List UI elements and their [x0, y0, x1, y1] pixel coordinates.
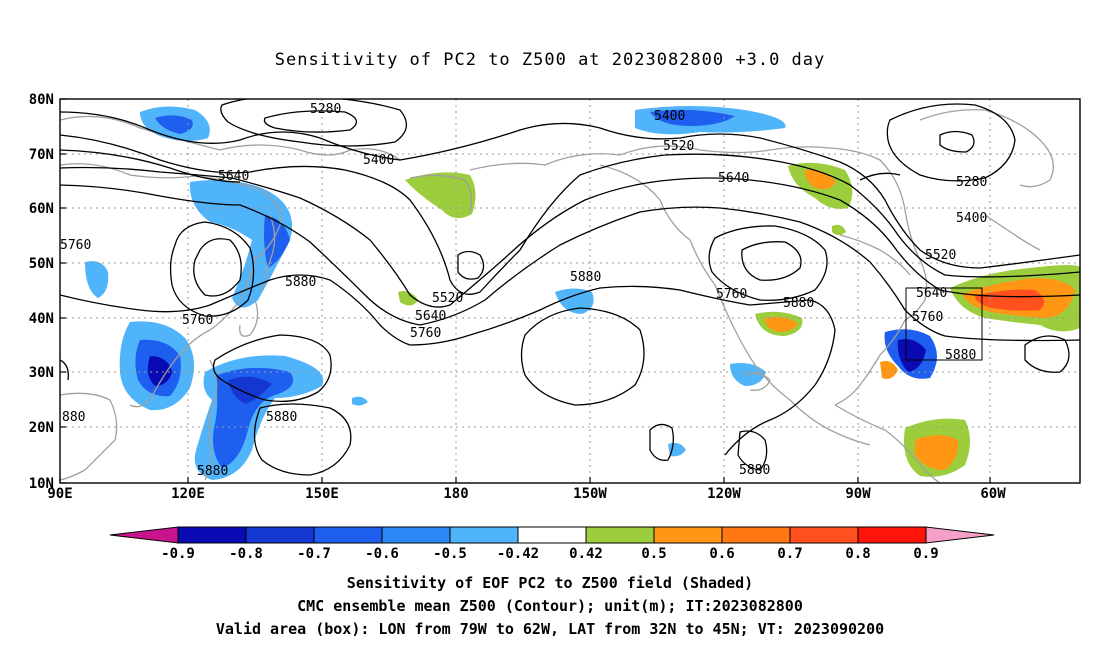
lon-label: 120E — [171, 486, 205, 502]
contour-label: 5880 — [739, 463, 770, 478]
lat-label: 70N — [29, 147, 54, 163]
contour-label: 5760 — [912, 310, 943, 325]
lat-label: 30N — [29, 365, 54, 381]
lat-label: 60N — [29, 201, 54, 217]
colorbar-segment — [245, 526, 315, 544]
pos-region-bering — [405, 172, 476, 219]
z500-contours — [60, 99, 1080, 476]
lat-label: 80N — [29, 92, 54, 108]
footer-line-3: Valid area (box): LON from 79W to 62W, L… — [215, 620, 885, 638]
colorbar-tick-label: 0.8 — [845, 546, 870, 562]
colorbar-tick-label: 0.42 — [569, 546, 603, 562]
map-title: Sensitivity of PC2 to Z500 at 2023082800… — [274, 50, 826, 70]
contour-label: 5640 — [916, 286, 947, 301]
colorbar-tick-label: 0.5 — [641, 546, 666, 562]
contour-label: 5280 — [956, 175, 987, 190]
colorbar-low-triangle — [109, 526, 179, 544]
contour-label: 5760 — [60, 238, 91, 253]
contour-label: 5760 — [182, 313, 213, 328]
colorbar-segment — [517, 526, 587, 544]
lon-axis-labels: 90E 120E 150E 180 150W 120W 90W 60W — [47, 486, 1006, 502]
contour-5760 — [60, 184, 1080, 342]
colorbar-segment — [313, 526, 383, 544]
contour-label: 5520 — [432, 291, 463, 306]
lat-label: 40N — [29, 311, 54, 327]
footer-line-2: CMC ensemble mean Z500 (Contour); unit(m… — [297, 597, 803, 615]
lon-label: 90E — [47, 486, 72, 502]
valid-area-box — [905, 287, 983, 361]
contour-5400-north — [60, 111, 1080, 269]
lat-label: 20N — [29, 420, 54, 436]
contour-label: 5880 — [197, 464, 228, 479]
lon-label: 150W — [573, 486, 607, 502]
colorbar-segment — [585, 526, 655, 544]
axis-ticks — [59, 98, 991, 484]
contour-label: 5760 — [410, 326, 441, 341]
neg-region-japan-north — [189, 180, 293, 308]
lon-label: 150E — [305, 486, 339, 502]
colorbar-segment — [381, 526, 451, 544]
colorbar-segment — [177, 526, 247, 544]
contour-5880 — [60, 274, 836, 456]
contour-label: 5520 — [663, 139, 694, 154]
colorbar-tick-label: -0.42 — [497, 546, 539, 562]
contour-label: 5400 — [956, 211, 987, 226]
contour-label: 5880 — [266, 410, 297, 425]
colorbar-segment — [653, 526, 723, 544]
plot-border — [59, 98, 1081, 484]
colorbar-tick-label: -0.6 — [365, 546, 399, 562]
contour-label: 5640 — [718, 171, 749, 186]
contour-label: 5280 — [310, 102, 341, 117]
contour-5520 — [60, 134, 1080, 295]
lat-axis-labels: 80N 70N 60N 50N 40N 30N 20N 10N — [29, 92, 54, 492]
contour-label: 880 — [62, 410, 85, 425]
contour-label: 5640 — [218, 169, 249, 184]
colorbar-tick-label: 0.9 — [913, 546, 938, 562]
footer-line-1: Sensitivity of EOF PC2 to Z500 field (Sh… — [346, 574, 754, 592]
contour-label: 5880 — [570, 270, 601, 285]
colorbar-tick-label: -0.9 — [161, 546, 195, 562]
contour-5280-low-west — [220, 99, 407, 147]
contour-label: 5880 — [285, 275, 316, 290]
contour-labels: 5280 5400 5400 5520 5640 5640 5280 5400 … — [60, 102, 987, 479]
contour-label: 5880 — [783, 296, 814, 311]
contour-label: 5880 — [945, 348, 976, 363]
contour-label: 5760 — [716, 287, 747, 302]
lon-label: 60W — [980, 486, 1006, 502]
colorbar: -0.9 -0.8 -0.7 -0.6 -0.5 -0.42 0.42 0.5 0.6 0.7 0.… — [109, 526, 995, 562]
contour-label: 5520 — [925, 248, 956, 263]
colorbar-segment — [789, 526, 859, 544]
colorbar-segment — [721, 526, 791, 544]
colorbar-tick-label: -0.8 — [229, 546, 263, 562]
lat-label: 10N — [29, 476, 54, 492]
lat-label: 50N — [29, 256, 54, 272]
colorbar-segment — [449, 526, 519, 544]
neg-region-small-west — [85, 261, 109, 298]
colorbar-tick-label: -0.7 — [297, 546, 331, 562]
contour-label: 5400 — [363, 153, 394, 168]
lon-label: 90W — [845, 486, 871, 502]
colorbar-high-triangle — [925, 526, 995, 544]
shaded-sensitivity-field — [85, 106, 1080, 480]
colorbar-tick-label: 0.7 — [777, 546, 802, 562]
colorbar-tick-label: -0.5 — [433, 546, 467, 562]
lon-label: 120W — [707, 486, 741, 502]
colorbar-tick-label: 0.6 — [709, 546, 734, 562]
contour-label: 5400 — [654, 109, 685, 124]
contour-5640-a — [60, 166, 1080, 308]
lon-label: 180 — [443, 486, 468, 502]
contour-label: 5640 — [415, 309, 446, 324]
colorbar-segment — [857, 526, 927, 544]
